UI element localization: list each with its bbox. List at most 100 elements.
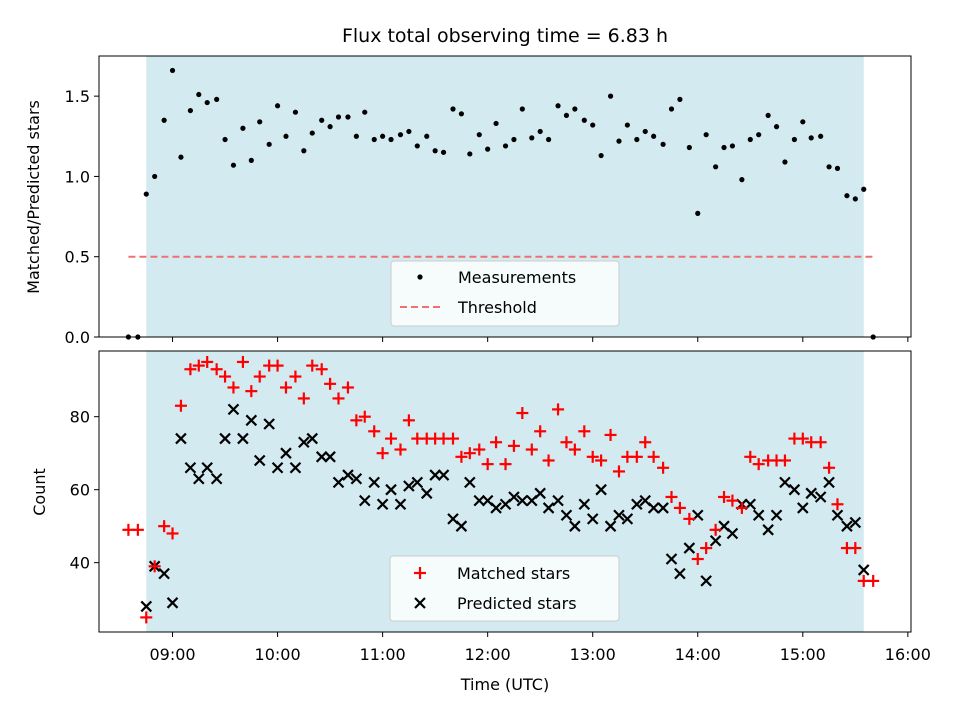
matched-star-point: [376, 447, 389, 460]
matched-star-point: [402, 414, 415, 427]
predicted-star-point: [280, 447, 292, 459]
predicted-star-point: [289, 462, 302, 474]
measurement-point: [301, 148, 307, 154]
measurement-point: [476, 132, 482, 138]
measurement-point: [414, 143, 420, 149]
measurement-point: [450, 106, 456, 112]
measurement-point: [335, 114, 342, 120]
measurement-point: [204, 99, 210, 106]
matched-star-point: [315, 363, 328, 376]
predicted-star-point: [752, 509, 765, 521]
measurement-point: [432, 148, 438, 154]
matched-star-point: [612, 465, 625, 478]
measurement-point: [818, 133, 824, 139]
y-tick-label: 0.0: [65, 328, 90, 347]
matched-star-point: [358, 410, 371, 423]
measurement-point: [808, 135, 814, 141]
matched-star-point: [542, 454, 555, 467]
matched-star-point: [219, 370, 232, 383]
measurement-point: [152, 173, 158, 180]
predicted-star-point: [613, 509, 625, 521]
legend-predicted-label: Predicted stars: [457, 594, 577, 613]
measurement-point: [686, 144, 692, 151]
measurement-point: [791, 136, 797, 143]
predicted-star-point: [403, 480, 415, 492]
measurement-point: [861, 186, 867, 192]
legend-measurements-label: Measurements: [458, 268, 576, 287]
predicted-star-point: [726, 527, 739, 540]
legend-threshold-label: Threshold: [457, 298, 537, 317]
predicted-star-point: [219, 432, 231, 445]
predicted-star-point: [306, 432, 319, 445]
measurement-point: [274, 103, 281, 109]
matched-star-point: [490, 436, 503, 449]
matched-star-point: [279, 381, 292, 394]
predicted-star-point: [595, 483, 607, 496]
matched-star-point: [368, 425, 381, 438]
top-legend: Measurements Threshold: [390, 260, 620, 327]
measurement-point: [353, 133, 359, 139]
measurement-point: [765, 112, 771, 119]
matched-star-point: [534, 425, 547, 438]
predicted-star-point: [631, 498, 643, 511]
matched-star-point: [831, 498, 844, 511]
predicted-star-point: [166, 597, 179, 609]
measurement-point: [424, 133, 430, 139]
matched-star-point: [683, 512, 696, 525]
predicted-star-point: [253, 454, 266, 467]
predicted-star-point: [857, 564, 870, 576]
matched-star-point: [245, 385, 258, 398]
predicted-star-point: [709, 534, 722, 547]
top-panel: 0.0 0.5 1.0 1.5 Flux total observing time =…: [24, 25, 912, 347]
measurement-point: [345, 114, 351, 120]
predicted-star-point: [140, 600, 153, 613]
predicted-star-point: [621, 513, 634, 525]
matched-star-point: [227, 381, 240, 394]
measurement-point: [467, 151, 473, 157]
predicted-star-point: [332, 476, 345, 489]
top-legend-box: [390, 260, 620, 327]
matched-star-point: [481, 458, 494, 471]
predicted-star-point: [578, 498, 591, 511]
matched-star-point: [271, 359, 284, 372]
predicted-star-point: [560, 509, 573, 521]
y-tick-label: 40: [70, 554, 90, 573]
predicted-star-point: [237, 432, 249, 445]
measurement-point: [178, 154, 184, 160]
measurement-point: [161, 117, 167, 123]
measurement-point: [563, 112, 570, 119]
measurement-point: [826, 164, 832, 170]
measurement-point: [581, 117, 587, 123]
bottom-y-axis-label: Count: [30, 468, 49, 516]
matched-star-point: [455, 450, 468, 463]
bottom-panel: 40 60 80 09:00 10:00 11:00 12:00 13:00 14:00 15:…: [30, 350, 931, 694]
matched-star-point: [568, 443, 581, 456]
measurement-point: [668, 106, 675, 112]
predicted-star-point: [788, 483, 801, 496]
chart-title: Flux total observing time = 6.83 h: [342, 25, 668, 47]
matched-star-point: [673, 501, 686, 514]
predicted-star-point: [420, 487, 433, 500]
predicted-star-point: [674, 567, 686, 580]
measurement-point: [555, 103, 561, 109]
matched-star-point: [507, 439, 520, 452]
measurement-point: [756, 132, 762, 138]
predicted-star-point: [814, 491, 827, 503]
measurement-point: [729, 143, 736, 149]
matched-star-point: [752, 458, 765, 471]
measurement-point: [196, 91, 202, 98]
matched-star-point: [385, 432, 398, 445]
y-tick-label: 1.0: [65, 167, 90, 186]
predicted-star-point: [508, 491, 520, 503]
measurement-point: [406, 128, 412, 135]
matched-star-point: [578, 425, 591, 438]
predicted-star-point: [342, 469, 354, 481]
predicted-star-point: [831, 509, 844, 521]
matched-star-point: [306, 359, 319, 372]
top-plot-frame: [98, 55, 912, 338]
x-tick-label: 09:00: [149, 645, 195, 664]
measurement-point: [607, 93, 614, 99]
x-tick-label: 15:00: [780, 645, 826, 664]
measurement-point: [519, 106, 525, 112]
measurement-point: [230, 162, 237, 168]
